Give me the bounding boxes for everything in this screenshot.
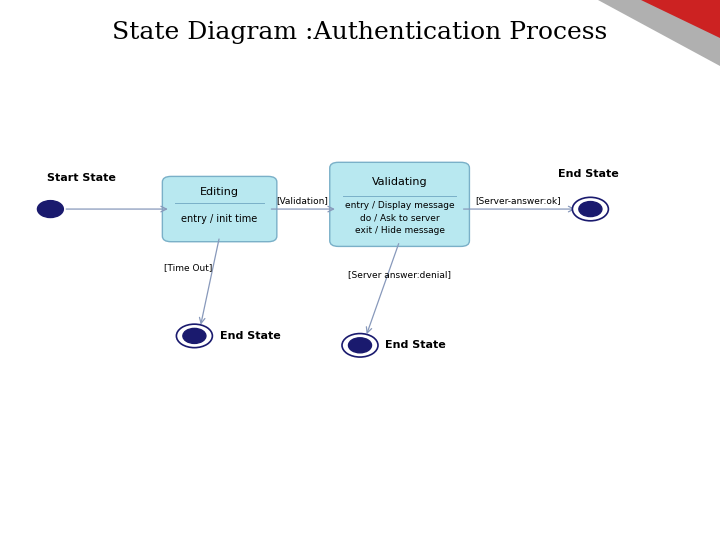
FancyBboxPatch shape <box>162 177 276 242</box>
Circle shape <box>183 328 206 343</box>
Text: entry / init time: entry / init time <box>181 214 258 224</box>
Text: [Server-answer:ok]: [Server-answer:ok] <box>476 196 561 205</box>
Circle shape <box>37 200 63 218</box>
Circle shape <box>342 334 378 357</box>
Text: Universitas Putra Indonesia “YPTK” Padang: Universitas Putra Indonesia “YPTK” Padan… <box>80 496 525 514</box>
Circle shape <box>176 324 212 348</box>
Circle shape <box>348 338 372 353</box>
Text: State Diagram :Authentication Process: State Diagram :Authentication Process <box>112 22 607 44</box>
Text: Start State: Start State <box>47 173 116 183</box>
Text: End State: End State <box>559 168 619 179</box>
Text: [Server answer:denial]: [Server answer:denial] <box>348 271 451 279</box>
Text: Editing: Editing <box>200 187 239 197</box>
FancyBboxPatch shape <box>330 163 469 246</box>
Text: [Validation]: [Validation] <box>276 196 328 205</box>
Text: End State: End State <box>220 331 280 341</box>
Text: End State: End State <box>385 340 446 350</box>
Polygon shape <box>598 0 720 66</box>
Text: entry / Display message
do / Ask to server
exit / Hide message: entry / Display message do / Ask to serv… <box>345 201 454 235</box>
Circle shape <box>572 197 608 221</box>
Text: [Time Out]: [Time Out] <box>164 264 213 272</box>
Text: Validating: Validating <box>372 177 428 187</box>
Polygon shape <box>641 0 720 38</box>
Circle shape <box>579 201 602 217</box>
